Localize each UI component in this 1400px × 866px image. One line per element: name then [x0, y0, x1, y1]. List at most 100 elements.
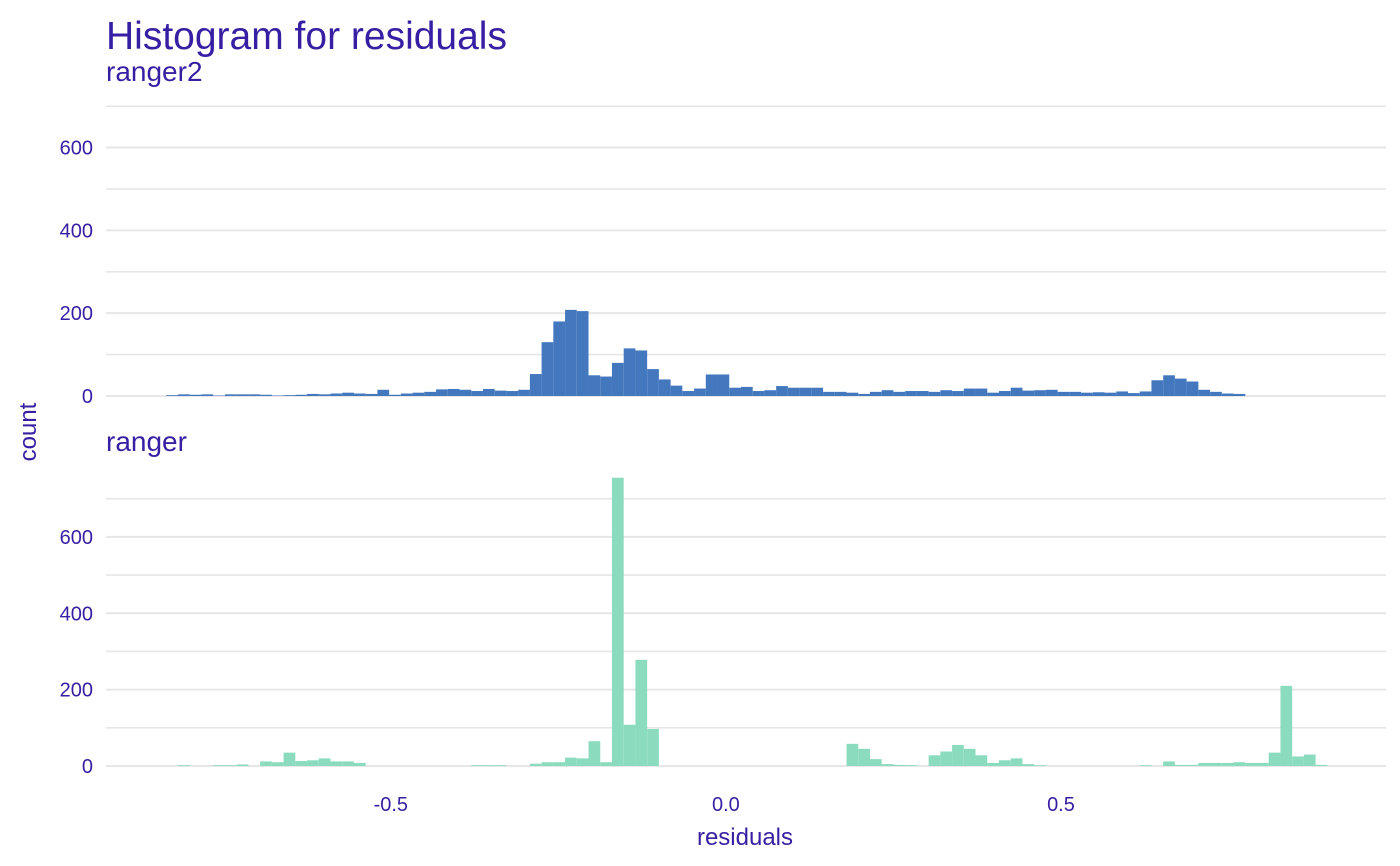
panel-ranger2: 0 200 400 600: [60, 105, 1386, 408]
histogram-bar: [576, 758, 589, 766]
histogram-bar: [905, 765, 917, 766]
histogram-bar: [447, 388, 460, 396]
facet-label-ranger: ranger: [106, 426, 187, 457]
histogram-bar: [189, 394, 202, 396]
x-axis-title: residuals: [697, 824, 793, 851]
histogram-bar: [178, 394, 190, 396]
histogram-bar: [1186, 381, 1199, 396]
histogram-bar: [1139, 765, 1152, 766]
histogram-bar: [1303, 754, 1316, 766]
histogram-bar: [1210, 762, 1222, 766]
chart-subtitle: ranger2: [106, 56, 203, 87]
histogram-bar: [834, 391, 847, 396]
histogram-bar: [858, 393, 870, 396]
histogram-bar: [987, 762, 999, 766]
histogram-bar: [588, 375, 601, 396]
histogram-bar: [963, 748, 976, 766]
histogram-bar: [482, 388, 495, 396]
histogram-bar: [776, 386, 788, 396]
histogram-bar: [224, 765, 237, 766]
histogram-bar: [1045, 389, 1058, 396]
histogram-bar: [717, 374, 730, 396]
histogram-bar: [1104, 392, 1117, 396]
histogram-bar: [611, 362, 624, 396]
histogram-bar: [318, 758, 331, 766]
histogram-bar: [1315, 764, 1328, 766]
histogram-bar: [1233, 762, 1246, 766]
histogram-bar: [1022, 764, 1035, 766]
histogram-bar: [869, 759, 882, 766]
histogram-bar: [635, 659, 648, 766]
histogram-bar: [1022, 390, 1035, 396]
y-tick-label: 400: [60, 603, 93, 625]
histogram-bar: [670, 385, 683, 396]
histogram-bar: [166, 395, 179, 396]
histogram-bar: [330, 761, 343, 766]
histogram-bar: [623, 724, 636, 766]
histogram-bar: [647, 369, 659, 396]
histogram-bar: [893, 764, 906, 766]
histogram-bar: [318, 394, 331, 396]
histogram-bar: [248, 394, 261, 396]
histogram-bar: [752, 391, 765, 396]
x-tick-label: 0.5: [1047, 794, 1075, 816]
histogram-bar: [224, 394, 237, 396]
histogram-bar: [823, 391, 835, 396]
histogram-bar: [307, 393, 319, 396]
histogram-bar: [811, 387, 824, 396]
histogram-bar: [952, 391, 964, 396]
histogram-bar: [1163, 761, 1175, 766]
histogram-bar: [271, 762, 284, 766]
histogram-bar: [1057, 391, 1070, 396]
histogram-bar: [518, 389, 530, 396]
histogram-bar: [705, 374, 718, 396]
histogram-bar: [963, 388, 976, 396]
histogram-bar: [365, 393, 378, 396]
histogram-bar: [576, 311, 589, 396]
histogram-bar: [353, 393, 366, 396]
histogram-bar: [307, 760, 319, 766]
histogram-bar: [1186, 764, 1199, 766]
histogram-bar: [1245, 762, 1257, 766]
histogram-bar: [1034, 390, 1046, 396]
histogram-bar: [588, 741, 601, 766]
histogram-bar: [1127, 393, 1140, 396]
histogram-bar: [1221, 393, 1234, 396]
histogram-bar: [846, 392, 859, 396]
histogram-bar: [1198, 389, 1211, 396]
histogram-bar: [905, 391, 917, 396]
chart-title: Histogram for residuals: [106, 15, 507, 58]
histogram-bar: [647, 728, 659, 766]
histogram-bar: [740, 386, 753, 396]
histogram-bar: [529, 374, 542, 396]
histogram-bar: [201, 394, 214, 396]
histogram-bar: [283, 395, 296, 396]
x-tick-label: -0.5: [374, 794, 408, 816]
histogram-bar: [236, 764, 249, 766]
histogram-bar: [1069, 391, 1082, 396]
histogram-bar: [541, 342, 554, 396]
histogram-bar: [424, 391, 437, 396]
histogram-bar: [565, 757, 577, 766]
histogram-bar: [342, 761, 354, 766]
histogram-bar: [541, 762, 554, 766]
histogram-bar: [494, 765, 507, 766]
histogram-bar: [377, 389, 390, 396]
y-axis-title: count: [15, 402, 42, 461]
histogram-bar: [1151, 380, 1164, 396]
histogram-bar: [236, 394, 249, 396]
histogram-bar: [471, 765, 483, 766]
histogram-bar: [1081, 392, 1093, 396]
histogram-bar: [869, 391, 882, 396]
y-tick-label: 0: [82, 756, 93, 778]
histogram-bar: [998, 391, 1011, 396]
histogram-bar: [694, 388, 706, 396]
histogram-bar: [1280, 685, 1293, 766]
y-tick-label: 0: [82, 386, 93, 408]
histogram-bar: [553, 762, 566, 766]
histogram-bar: [353, 762, 366, 766]
histogram-bar: [787, 387, 800, 396]
y-tick-label: 600: [60, 527, 93, 549]
histogram-bar: [893, 391, 906, 396]
